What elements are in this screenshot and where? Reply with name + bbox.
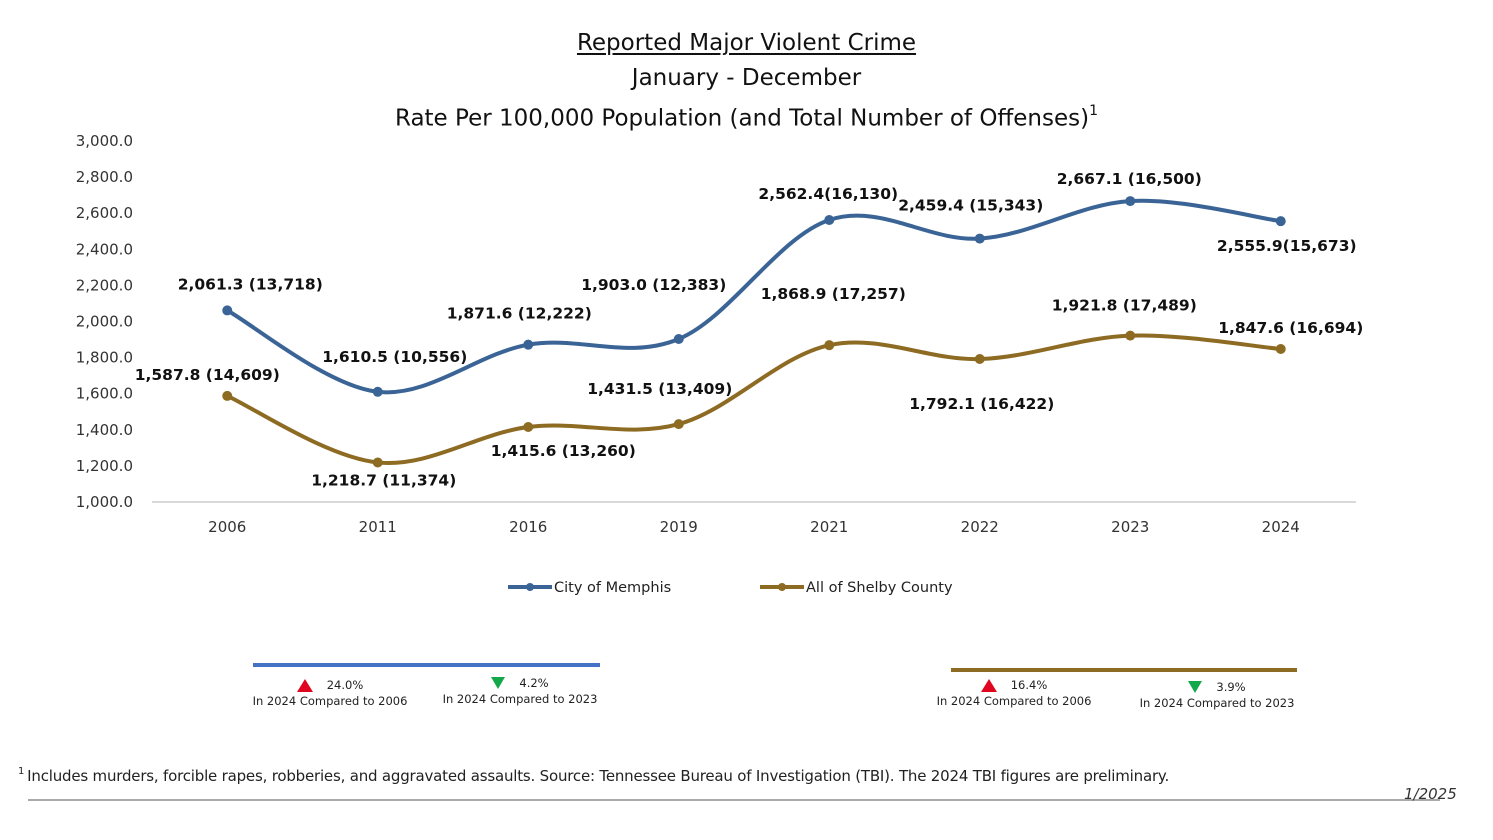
stat-memphis-vs-2006: 24.0% In 2024 Compared to 2006 xyxy=(240,676,420,708)
data-label: 1,415.6 (13,260) xyxy=(491,442,636,460)
stat-caption: In 2024 Compared to 2006 xyxy=(936,694,1092,708)
series-line xyxy=(225,333,1283,466)
series-line xyxy=(225,198,1283,395)
y-tick-label: 1,400.0 xyxy=(76,421,133,439)
y-tick-label: 2,000.0 xyxy=(76,313,133,331)
decrease-arrow-icon xyxy=(491,677,506,689)
stat-percent: 24.0% xyxy=(326,678,364,692)
stat-shelby-vs-2023: 3.9% In 2024 Compared to 2023 xyxy=(1127,678,1307,710)
footnote-text: Includes murders, forcible rapes, robber… xyxy=(27,767,1170,785)
x-axis: 2006 2011 2016 2019 2021 2022 2023 2024 xyxy=(208,518,1300,536)
chart-title-block: Reported Major Violent Crime January - D… xyxy=(0,26,1493,137)
data-point xyxy=(222,390,233,401)
data-label: 1,792.1 (16,422) xyxy=(909,395,1054,413)
data-label: 1,871.6 (12,222) xyxy=(447,305,592,323)
stat-caption: In 2024 Compared to 2023 xyxy=(1139,696,1295,710)
chart-subtitle-rate-text: Rate Per 100,000 Population (and Total N… xyxy=(394,105,1090,132)
data-label: 1,903.0 (12,383) xyxy=(581,276,726,294)
x-tick-label: 2019 xyxy=(660,518,698,536)
chart-subtitle: January - December xyxy=(631,65,862,91)
summary-bar-memphis xyxy=(253,663,600,667)
stat-caption: In 2024 Compared to 2023 xyxy=(442,692,598,706)
data-point xyxy=(1275,344,1286,355)
chart-subtitle-rate: Rate Per 100,000 Population (and Total N… xyxy=(0,96,1493,137)
footnote-mark: 1 xyxy=(1089,103,1099,119)
x-tick-label: 2022 xyxy=(961,518,999,536)
legend-marker xyxy=(526,583,534,591)
legend-marker xyxy=(778,583,786,591)
data-labels: 2,061.3 (13,718) 1,610.5 (10,556) 1,871.6 … xyxy=(135,170,1364,489)
stat-memphis-vs-2023: 4.2% In 2024 Compared to 2023 xyxy=(430,674,610,706)
series-layer xyxy=(222,196,1286,468)
data-point xyxy=(673,334,684,345)
legend-item: City of Memphis xyxy=(508,580,671,596)
line-chart: 1,000.0 1,200.0 1,400.0 1,600.0 1,800.0 2,000… xyxy=(76,132,1364,596)
stat-caption: In 2024 Compared to 2006 xyxy=(252,694,408,708)
data-point xyxy=(222,305,233,316)
chart-title: Reported Major Violent Crime xyxy=(576,30,917,56)
data-point xyxy=(523,421,534,432)
increase-arrow-icon xyxy=(296,678,313,692)
data-label: 1,921.8 (17,489) xyxy=(1052,297,1197,315)
y-tick-label: 2,400.0 xyxy=(76,240,133,258)
report-date: 1/2025 xyxy=(1404,785,1457,803)
data-label: 2,061.3 (13,718) xyxy=(178,275,323,293)
x-tick-label: 2021 xyxy=(810,518,848,536)
data-point xyxy=(372,457,383,468)
data-label: 2,459.4 (15,343) xyxy=(898,197,1043,215)
y-tick-label: 1,000.0 xyxy=(76,493,133,511)
data-point xyxy=(974,233,985,244)
data-label: 1,587.8 (14,609) xyxy=(135,366,280,384)
data-label: 1,610.5 (10,556) xyxy=(322,348,467,366)
data-label: 2,562.4(16,130) xyxy=(758,185,898,203)
data-label: 1,218.7 (11,374) xyxy=(311,472,456,490)
y-tick-label: 2,800.0 xyxy=(76,168,133,186)
footer-divider xyxy=(28,799,1440,801)
stat-percent: 3.9% xyxy=(1216,680,1246,694)
footnote: 1 Includes murders, forcible rapes, robbe… xyxy=(18,766,1170,785)
stat-percent: 4.2% xyxy=(519,676,549,690)
y-tick-label: 1,200.0 xyxy=(76,457,133,475)
data-point xyxy=(824,214,835,225)
data-label: 1,431.5 (13,409) xyxy=(587,380,732,398)
footnote-mark: 1 xyxy=(18,766,25,777)
stat-percent: 16.4% xyxy=(1010,678,1048,692)
series-city-of-memphis xyxy=(222,196,1286,397)
data-point xyxy=(974,354,985,365)
data-point xyxy=(372,386,383,397)
series-all-of-shelby-county xyxy=(222,330,1286,468)
data-point xyxy=(523,339,534,350)
decrease-arrow-icon xyxy=(1188,681,1203,693)
x-tick-label: 2023 xyxy=(1111,518,1149,536)
data-label: 1,868.9 (17,257) xyxy=(761,285,906,303)
data-point xyxy=(824,340,835,351)
legend-item: All of Shelby County xyxy=(760,580,953,596)
data-point xyxy=(673,419,684,430)
legend-label: All of Shelby County xyxy=(806,580,953,596)
x-tick-label: 2024 xyxy=(1262,518,1300,536)
data-label: 1,847.6 (16,694) xyxy=(1218,319,1363,337)
y-axis: 1,000.0 1,200.0 1,400.0 1,600.0 1,800.0 2,000… xyxy=(76,132,133,511)
stat-shelby-vs-2006: 16.4% In 2024 Compared to 2006 xyxy=(924,676,1104,708)
data-point xyxy=(1125,196,1136,207)
x-tick-label: 2011 xyxy=(359,518,397,536)
legend: City of Memphis All of Shelby County xyxy=(508,580,953,596)
data-point xyxy=(1275,216,1286,227)
data-label: 2,667.1 (16,500) xyxy=(1057,170,1202,188)
y-tick-label: 2,200.0 xyxy=(76,276,133,294)
x-tick-label: 2006 xyxy=(208,518,246,536)
y-tick-label: 1,600.0 xyxy=(76,385,133,403)
data-point xyxy=(1125,330,1136,341)
increase-arrow-icon xyxy=(980,678,997,692)
y-tick-label: 2,600.0 xyxy=(76,204,133,222)
y-tick-label: 3,000.0 xyxy=(76,132,133,150)
y-tick-label: 1,800.0 xyxy=(76,349,133,367)
legend-label: City of Memphis xyxy=(554,580,671,596)
summary-bar-shelby xyxy=(951,668,1297,672)
x-tick-label: 2016 xyxy=(509,518,547,536)
data-label: 2,555.9(15,673) xyxy=(1217,237,1357,255)
